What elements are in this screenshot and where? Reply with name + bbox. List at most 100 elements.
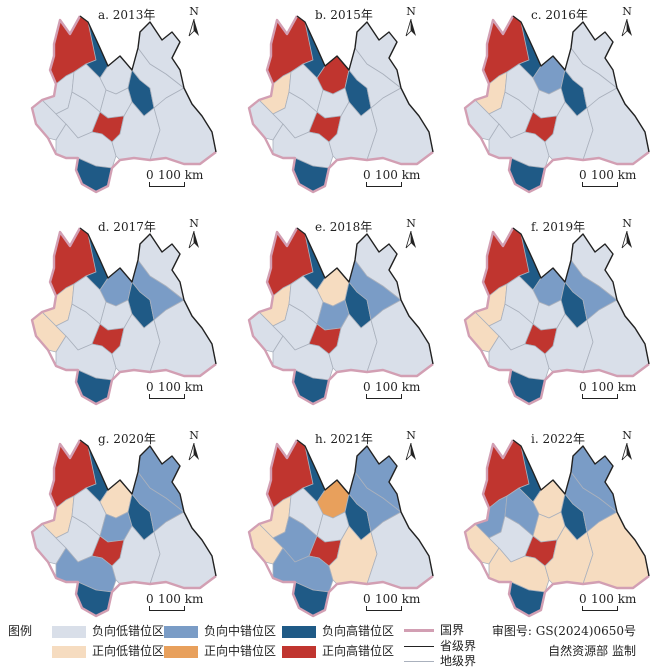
legend-swatch-pos-low — [52, 645, 86, 658]
province-map — [247, 227, 434, 406]
legend-item-neg-mid: 负向中错位区 — [164, 622, 277, 638]
north-label: N — [406, 5, 416, 18]
legend-item-pos-mid: 正向中错位区 — [164, 642, 277, 658]
scale-bar-line — [149, 182, 185, 187]
provincial-border — [296, 227, 434, 365]
north-arrow-icon — [621, 443, 632, 461]
map-legend: 图例 负向低错位区 正向低错位区 负向中错位区 正向中错位区 负向高错位区 正向… — [0, 616, 650, 669]
north-arrow: N — [403, 430, 419, 461]
scale-zero: 0 — [363, 380, 371, 394]
legend-swatch-neg-low — [52, 625, 86, 638]
north-arrow: N — [403, 6, 419, 37]
north-arrow-icon — [405, 443, 416, 461]
north-arrow: N — [619, 6, 635, 37]
scale-label: 100 km — [591, 380, 637, 394]
provincial-border — [512, 227, 650, 365]
national-border — [30, 227, 217, 406]
north-label: N — [406, 429, 416, 442]
scale-bar-line — [582, 394, 618, 399]
scale-label: 100 km — [158, 592, 204, 606]
map-panel-4: d. 2017年 N 0 100 km — [8, 212, 224, 420]
province-map — [463, 227, 650, 406]
scale-bar-line — [366, 394, 402, 399]
provincial-border — [512, 15, 650, 153]
scale-bar-line — [582, 606, 618, 611]
panel-title: d. 2017年 — [98, 220, 156, 234]
north-arrow-icon — [405, 19, 416, 37]
legend-line-national-border — [404, 629, 434, 632]
map-approval-number: 审图号: GS(2024)0650号 — [491, 624, 636, 638]
north-arrow: N — [619, 430, 635, 461]
scale-label: 100 km — [158, 168, 204, 182]
north-label: N — [622, 5, 632, 18]
scale-zero: 0 — [363, 592, 371, 606]
scale-bar-line — [149, 394, 185, 399]
provincial-border — [296, 439, 434, 577]
north-label: N — [189, 217, 199, 230]
scale-bar-line — [149, 606, 185, 611]
scale-bar-line — [366, 182, 402, 187]
legend-label-prefecture-border: 地级界 — [440, 654, 477, 668]
province-map — [30, 439, 217, 618]
provincial-border — [512, 439, 650, 577]
map-panel-3: c. 2016年 N 0 100 km — [441, 0, 650, 208]
scale-label: 100 km — [591, 592, 637, 606]
north-arrow: N — [403, 218, 419, 249]
legend-label-neg-low: 负向低错位区 — [92, 624, 165, 638]
province-map — [247, 15, 434, 194]
legend-label-pos-mid: 正向中错位区 — [204, 644, 277, 658]
panel-title: h. 2021年 — [315, 432, 373, 446]
legend-item-national-border: 国界 — [404, 621, 464, 638]
map-panel-9: i. 2022年 N 0 100 km — [441, 424, 650, 632]
national-border — [463, 15, 650, 194]
scale-bar-line — [366, 606, 402, 611]
legend-line-provincial-border — [404, 646, 434, 647]
legend-item-neg-low: 负向低错位区 — [52, 622, 165, 638]
north-label: N — [622, 217, 632, 230]
north-label: N — [622, 429, 632, 442]
provincial-border — [79, 227, 217, 365]
panel-title: g. 2020年 — [98, 432, 156, 446]
map-panel-7: g. 2020年 N 0 100 km — [8, 424, 224, 632]
north-arrow: N — [186, 6, 202, 37]
province-map — [463, 439, 650, 618]
legend-label-national-border: 国界 — [440, 623, 465, 637]
north-arrow-icon — [188, 19, 199, 37]
scale-zero: 0 — [146, 168, 154, 182]
legend-item-pos-low: 正向低错位区 — [52, 642, 164, 658]
north-arrow: N — [619, 218, 635, 249]
panel-title: a. 2013年 — [98, 8, 156, 22]
north-label: N — [189, 5, 199, 18]
panel-title: i. 2022年 — [531, 432, 586, 446]
scale-zero: 0 — [579, 168, 587, 182]
national-border — [463, 439, 650, 618]
map-panel-6: f. 2019年 N 0 100 km — [441, 212, 650, 420]
scale-zero: 0 — [146, 592, 154, 606]
province-map — [463, 15, 650, 194]
national-border — [247, 439, 434, 618]
legend-label-neg-high: 负向高错位区 — [322, 624, 395, 638]
legend-label-neg-mid: 负向中错位区 — [204, 624, 277, 638]
legend-swatch-neg-mid — [164, 625, 198, 638]
north-arrow-icon — [188, 443, 199, 461]
scale-zero: 0 — [579, 380, 587, 394]
provincial-border — [296, 15, 434, 153]
scale-zero: 0 — [579, 592, 587, 606]
map-supervisor: 自然资源部 监制 — [548, 644, 636, 658]
legend-item-provincial-border: 省级界 — [404, 637, 476, 654]
map-panel-8: h. 2021年 N 0 100 km — [225, 424, 441, 632]
national-border — [30, 15, 217, 194]
legend-item-prefecture-border: 地级界 — [404, 652, 476, 669]
scale-zero: 0 — [363, 168, 371, 182]
north-label: N — [189, 429, 199, 442]
province-map — [30, 227, 217, 406]
north-arrow: N — [186, 218, 202, 249]
legend-label-provincial-border: 省级界 — [440, 639, 477, 653]
legend-line-prefecture-border — [404, 661, 434, 662]
national-border — [30, 439, 217, 618]
scale-label: 100 km — [158, 380, 204, 394]
map-panel-2: b. 2015年 N 0 100 km — [225, 0, 441, 208]
legend-swatch-pos-high — [282, 645, 316, 658]
scale-label: 100 km — [375, 592, 421, 606]
panel-title: c. 2016年 — [531, 8, 588, 22]
